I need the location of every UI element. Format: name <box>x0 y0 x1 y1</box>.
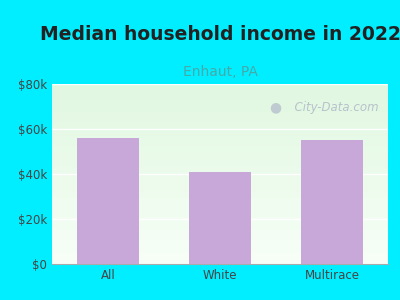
Bar <box>301 140 363 264</box>
Text: ●: ● <box>269 100 282 114</box>
Bar <box>77 138 139 264</box>
Bar <box>189 172 251 264</box>
Text: City-Data.com: City-Data.com <box>287 101 379 114</box>
Text: Enhaut, PA: Enhaut, PA <box>182 64 258 79</box>
Text: Median household income in 2022: Median household income in 2022 <box>40 26 400 44</box>
